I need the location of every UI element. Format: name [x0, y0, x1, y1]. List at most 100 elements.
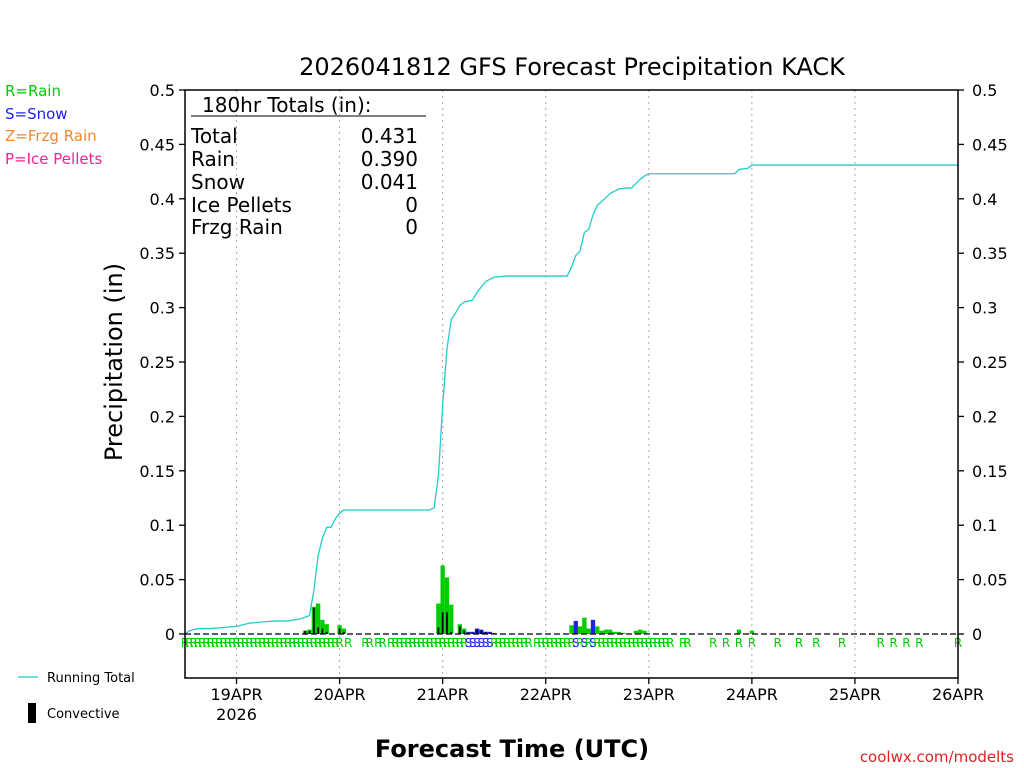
ptype-marker: R	[559, 636, 567, 650]
y-tick-label-right: 0.1	[972, 516, 997, 535]
y-tick-label-left: 0.5	[150, 81, 175, 100]
ptype-marker: S	[581, 636, 589, 650]
ptype-marker: R	[915, 636, 923, 650]
convective-legend-label: Convective	[47, 707, 120, 722]
convective-bar	[489, 632, 491, 634]
ptype-marker: R	[593, 636, 601, 650]
totals-header: 180hr Totals (in):	[202, 93, 372, 117]
ptype-marker: R	[460, 636, 468, 650]
ptype-marker: R	[447, 636, 455, 650]
chart-title: 2026041812 GFS Forecast Precipitation KA…	[299, 53, 846, 81]
precip-bar	[633, 630, 639, 634]
precip-bar	[569, 625, 574, 634]
ptype-marker: R	[215, 636, 223, 650]
plot-frame	[184, 89, 959, 679]
ptype-marker: R	[632, 636, 640, 650]
ptype-marker: R	[408, 636, 416, 650]
ptype-marker: S	[469, 636, 477, 650]
running-total-legend-label: Running Total	[47, 671, 135, 686]
ptype-marker: R	[735, 636, 743, 650]
ptype-marker: R	[189, 636, 197, 650]
x-tick-label: 22APR	[520, 685, 572, 704]
convective-bar	[338, 628, 341, 634]
convective-bar	[312, 607, 315, 634]
ptype-marker: R	[499, 636, 507, 650]
precip-bar	[595, 626, 600, 634]
ptype-marker: R	[520, 636, 528, 650]
ptype-marker: R	[838, 636, 846, 650]
ptype-marker: R	[533, 636, 541, 650]
precip-bar	[324, 624, 329, 634]
y-tick-label-left: 0.3	[150, 299, 175, 318]
ptype-marker: R	[400, 636, 408, 650]
ptype-marker: R	[262, 636, 270, 650]
ptype-marker: S	[589, 636, 597, 650]
precip-bar	[436, 603, 441, 634]
totals-label-frzg-rain: Frzg Rain	[191, 215, 283, 239]
ptype-marker: R	[795, 636, 803, 650]
ptype-marker: R	[361, 636, 369, 650]
ptype-marker: R	[438, 636, 446, 650]
ptype-marker: R	[374, 636, 382, 650]
x-tick-label: 21APR	[417, 685, 469, 704]
legend-rain: R=Rain	[5, 82, 61, 100]
ptype-marker: R	[451, 636, 459, 650]
ptype-marker: R	[301, 636, 309, 650]
convective-bar	[317, 627, 319, 634]
y-axis-ticks: 0 00.05 0.050.1 0.10.15 0.150.2 0.20.25 0.250.…	[139, 81, 1007, 644]
convective-bar	[437, 627, 440, 634]
footer-credit: coolwx.com/modelts	[860, 748, 1014, 766]
ptype-marker: R	[288, 636, 296, 650]
ptype-marker: R	[645, 636, 653, 650]
convective-bar	[308, 630, 311, 634]
y-tick-label-right: 0	[972, 625, 982, 644]
precip-bar	[599, 630, 604, 634]
totals-label-snow: Snow	[191, 170, 245, 194]
ptype-marker: R	[310, 636, 318, 650]
totals-box: 180hr Totals (in): Total 0.431 Rain 0.39…	[190, 93, 426, 239]
ptype-marker: R	[271, 636, 279, 650]
totals-label-total: Total	[190, 124, 238, 148]
ptype-marker: R	[284, 636, 292, 650]
legend-frzg-rain: Z=Frzg Rain	[5, 127, 97, 145]
ptype-marker: R	[396, 636, 404, 650]
ptype-marker: R	[228, 636, 236, 650]
ptype-marker: R	[335, 636, 343, 650]
ptype-marker: R	[456, 636, 464, 650]
ptype-marker: S	[482, 636, 490, 650]
x-tick-label: 19APR	[210, 685, 262, 704]
ptype-marker: R	[241, 636, 249, 650]
convective-bar	[325, 631, 328, 634]
precip-bar	[749, 630, 755, 634]
convective-bar	[476, 629, 478, 634]
y-tick-label-left: 0.15	[139, 462, 175, 481]
ptype-marker: R	[524, 636, 532, 650]
precip-bar	[603, 629, 609, 634]
ptype-marker: R	[619, 636, 627, 650]
ptype-marker: R	[417, 636, 425, 650]
ptype-marker: R	[224, 636, 232, 650]
ptype-marker: R	[185, 636, 193, 650]
ptype-marker: R	[434, 636, 442, 650]
ptype-marker: R	[267, 636, 275, 650]
convective-bar	[484, 631, 487, 634]
precip-bar	[440, 565, 445, 634]
ptype-marker: R	[254, 636, 262, 650]
ptype-marker: R	[812, 636, 820, 650]
convective-legend-swatch	[28, 703, 36, 723]
ptype-marker: R	[404, 636, 412, 650]
ptype-marker: R	[421, 636, 429, 650]
precip-bar	[608, 629, 613, 634]
y-tick-label-right: 0.4	[972, 190, 997, 209]
ptype-marker: S	[465, 636, 473, 650]
ptype-marker: R	[331, 636, 339, 650]
ptype-marker: R	[889, 636, 897, 650]
ptype-marker: R	[546, 636, 554, 650]
ptype-marker: R	[232, 636, 240, 650]
convective-bar	[304, 630, 307, 634]
ptype-marker: R	[314, 636, 322, 650]
ptype-marker: R	[748, 636, 756, 650]
ptype-marker: R	[391, 636, 399, 650]
